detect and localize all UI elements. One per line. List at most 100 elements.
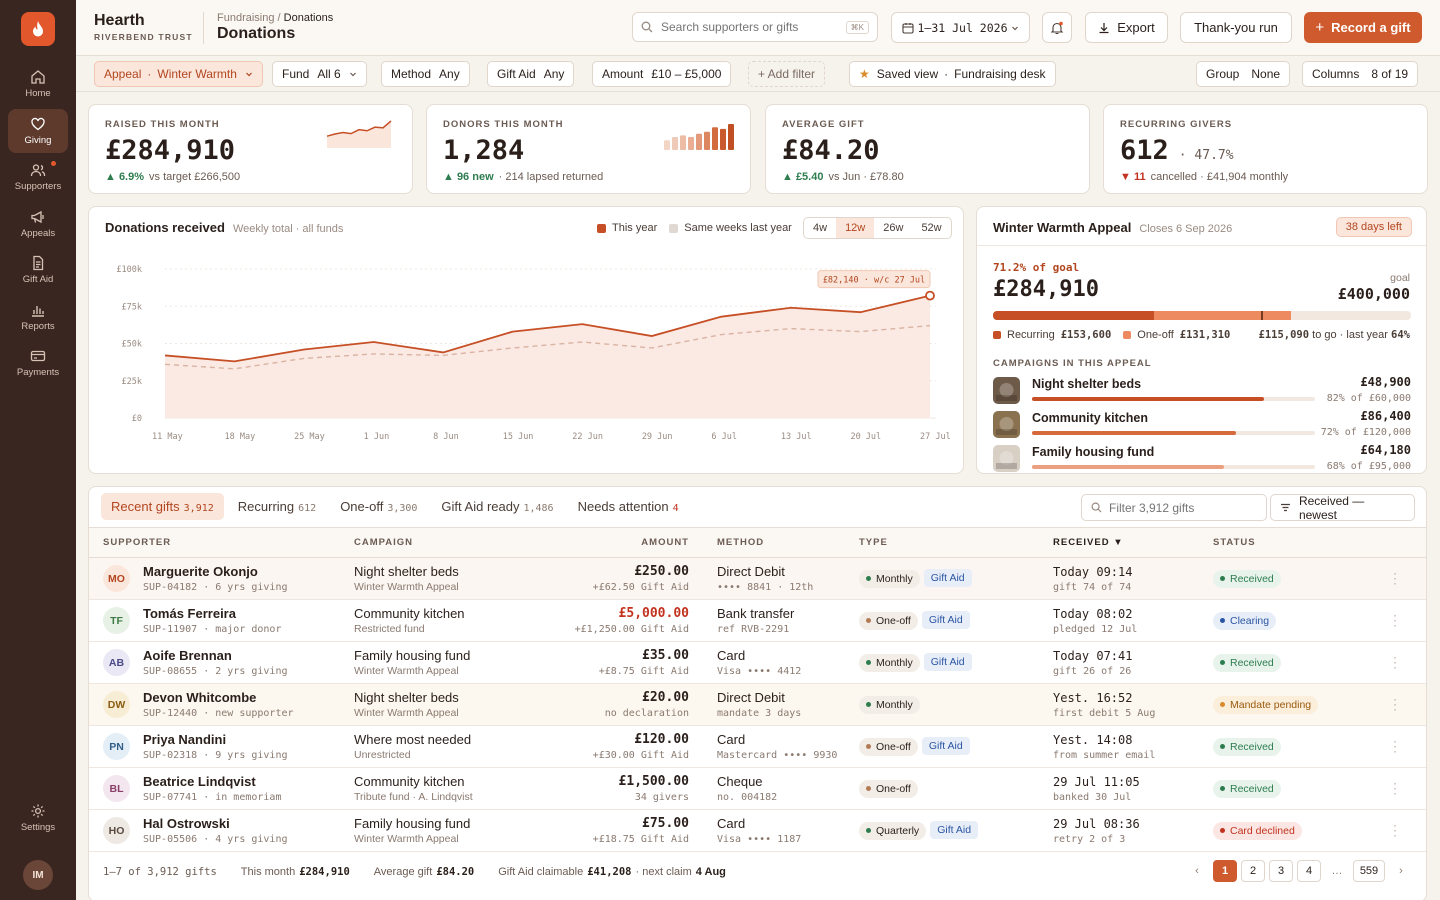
nav-supporters[interactable]: Supporters xyxy=(8,155,68,199)
gift-tabs: Recent gifts 3,912 Recurring 612 One-off 3,30… xyxy=(101,493,693,520)
filter-amount[interactable]: Amount £10 – £5,000 xyxy=(592,61,732,87)
campaign-row[interactable]: Night shelter beds £48,900 82% of £60,000 xyxy=(993,375,1411,409)
page-button[interactable]: 559 xyxy=(1353,860,1385,882)
col-type[interactable]: TYPE xyxy=(859,527,1053,558)
row-menu-icon[interactable]: ⋮ xyxy=(1363,683,1426,726)
row-menu-icon[interactable]: ⋮ xyxy=(1363,725,1426,768)
supporter-name[interactable]: Tomás Ferreira xyxy=(143,606,236,621)
goal-breakdown: Recurring £153,600 One-off £131,310 xyxy=(993,329,1230,341)
app-logo[interactable] xyxy=(21,12,55,46)
row-menu-icon[interactable]: ⋮ xyxy=(1363,599,1426,642)
pagination: ‹ 1 2 3 4 … 559 › xyxy=(1181,860,1413,882)
row-menu-icon[interactable]: ⋮ xyxy=(1363,557,1426,600)
supporter-avatar[interactable]: TF xyxy=(103,607,130,634)
nav-home[interactable]: Home xyxy=(8,62,68,106)
supporter-avatar[interactable]: DW xyxy=(103,691,130,718)
table-filter-input[interactable] xyxy=(1109,500,1249,515)
next-page-button[interactable]: › xyxy=(1399,865,1403,877)
col-supporter[interactable]: SUPPORTER xyxy=(89,527,354,558)
tab-one-off[interactable]: One-off 3,300 xyxy=(330,493,427,520)
kpi-footnote: ▲ £5.40 vs Jun · £78.80 xyxy=(782,171,904,183)
page-button[interactable]: 3 xyxy=(1269,860,1293,882)
supporter-avatar[interactable]: HO xyxy=(103,817,130,844)
payment-method: Direct Debit xyxy=(717,690,785,705)
separator: · xyxy=(944,67,949,81)
nav-giving[interactable]: Giving xyxy=(8,108,68,153)
supporter-name[interactable]: Aoife Brennan xyxy=(143,648,232,663)
table-row[interactable]: TF Tomás Ferreira SUP-11907 · major donor C… xyxy=(89,599,1426,642)
row-menu-icon[interactable]: ⋮ xyxy=(1363,767,1426,810)
filter-appeal[interactable]: Appeal · Winter Warmth xyxy=(94,61,263,87)
prev-page-button[interactable]: ‹ xyxy=(1195,865,1199,877)
goal-bar-oneoff xyxy=(1153,311,1291,320)
table-row[interactable]: HO Hal Ostrowski SUP-05506 · 4 yrs giving F… xyxy=(89,809,1426,852)
table-row[interactable]: MO Marguerite Okonjo SUP-04182 · 6 yrs giv… xyxy=(89,557,1426,600)
add-filter-button[interactable]: + Add filter xyxy=(748,61,826,87)
search-input[interactable] xyxy=(661,20,846,34)
notifications-button[interactable] xyxy=(1042,12,1072,43)
row-menu-icon[interactable]: ⋮ xyxy=(1363,809,1426,852)
nav-settings[interactable]: Settings xyxy=(8,796,68,840)
supporter-name[interactable]: Marguerite Okonjo xyxy=(143,564,258,579)
col-method[interactable]: METHOD xyxy=(689,527,859,558)
saved-view-selector[interactable]: ★ Saved view · Fundraising desk xyxy=(849,61,1056,87)
columns-selector[interactable]: Columns 8 of 19 xyxy=(1302,61,1419,87)
user-avatar[interactable]: IM xyxy=(23,860,53,890)
thank-you-run-button[interactable]: Thank-you run xyxy=(1180,12,1292,43)
kpi-context: vs target £266,500 xyxy=(149,171,241,183)
supporter-avatar[interactable]: BL xyxy=(103,775,130,802)
date-range-picker[interactable]: 1–31 Jul 2026 xyxy=(891,12,1030,43)
range-52w[interactable]: 52w xyxy=(921,222,942,234)
table-row[interactable]: AB Aoife Brennan SUP-08655 · 2 yrs giving F… xyxy=(89,641,1426,684)
cell-amount: £75.00 +£18.75 Gift Aid xyxy=(524,809,689,852)
range-4w[interactable]: 4w xyxy=(813,222,828,234)
table-row[interactable]: PN Priya Nandini SUP-02318 · 9 yrs giving W… xyxy=(89,725,1426,768)
tab-needs-attention[interactable]: Needs attention 4 xyxy=(568,493,689,520)
nav-gift-aid[interactable]: Gift Aid xyxy=(8,248,68,292)
kpi-footnote: ▲ 96 new · 214 lapsed returned xyxy=(443,171,603,183)
supporter-name[interactable]: Beatrice Lindqvist xyxy=(143,774,256,789)
tab-gift-aid-ready[interactable]: Gift Aid ready 1,486 xyxy=(431,493,563,520)
range-26w[interactable]: 26w xyxy=(883,222,904,234)
sort-selector[interactable]: Received — newest xyxy=(1270,494,1415,522)
col-amount[interactable]: AMOUNT xyxy=(524,527,689,558)
col-campaign[interactable]: CAMPAIGN xyxy=(354,527,524,558)
supporter-avatar[interactable]: AB xyxy=(103,649,130,676)
row-menu-icon[interactable]: ⋮ xyxy=(1363,641,1426,684)
filter-gift-aid[interactable]: Gift Aid Any xyxy=(487,61,575,87)
page-button[interactable]: 4 xyxy=(1297,860,1321,882)
nav-appeals[interactable]: Appeals xyxy=(8,202,68,246)
page-button[interactable]: 1 xyxy=(1213,860,1237,882)
group-selector[interactable]: Group None xyxy=(1196,61,1291,87)
table-row[interactable]: DW Devon Whitcombe SUP-12440 · new support… xyxy=(89,683,1426,726)
supporter-name[interactable]: Priya Nandini xyxy=(143,732,227,747)
page-button[interactable]: 2 xyxy=(1241,860,1265,882)
col-received[interactable]: RECEIVED ▼ xyxy=(1053,527,1213,558)
breadcrumb-parent[interactable]: Fundraising xyxy=(217,12,275,24)
col-status[interactable]: STATUS xyxy=(1213,527,1363,558)
tab-label: Recent gifts xyxy=(111,499,180,514)
export-button[interactable]: Export xyxy=(1085,12,1168,43)
campaign-progress-fill xyxy=(1032,431,1236,435)
tab-recent-gifts[interactable]: Recent gifts 3,912 xyxy=(101,493,224,520)
record-gift-button[interactable]: + Record a gift xyxy=(1304,12,1422,43)
cell-supporter: DW Devon Whitcombe SUP-12440 · new support… xyxy=(89,683,354,726)
nav-payments[interactable]: Payments xyxy=(8,341,68,385)
filter-fund[interactable]: Fund All 6 xyxy=(272,61,367,87)
highlighted-point[interactable] xyxy=(925,290,935,301)
supporter-avatar[interactable]: MO xyxy=(103,565,130,592)
filter-method[interactable]: Method Any xyxy=(381,61,470,87)
range-12w[interactable]: 12w xyxy=(836,218,875,238)
campaign-row[interactable]: Community kitchen £86,400 72% of £120,000 xyxy=(993,409,1411,443)
sparkline-area xyxy=(327,121,391,148)
campaign-row[interactable]: Family housing fund £64,180 68% of £95,000 xyxy=(993,443,1411,473)
supporter-name[interactable]: Hal Ostrowski xyxy=(143,816,230,831)
supporter-name[interactable]: Devon Whitcombe xyxy=(143,690,257,705)
supporter-avatar[interactable]: PN xyxy=(103,733,130,760)
search-box[interactable]: ⌘K xyxy=(632,12,878,42)
table-filter-box[interactable] xyxy=(1081,494,1267,521)
table-row[interactable]: BL Beatrice Lindqvist SUP-07741 · in memor… xyxy=(89,767,1426,810)
status-dot xyxy=(866,702,871,708)
nav-reports[interactable]: Reports xyxy=(8,295,68,339)
tab-recurring[interactable]: Recurring 612 xyxy=(228,493,326,520)
